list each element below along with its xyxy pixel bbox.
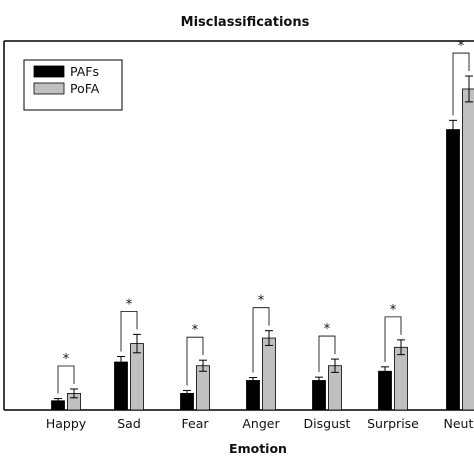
significance-star-happy: * [63,352,70,367]
legend-label-pofa: PoFA [70,81,100,96]
x-tick-label-neutral: Neutr [443,416,474,431]
significance-bracket-fear [186,336,204,386]
x-tick-label-sad: Sad [117,416,141,431]
significance-bracket-sad [120,310,138,352]
x-tick-label-fear: Fear [182,416,210,431]
bar-pafs-anger [246,380,260,411]
x-tick-label-disgust: Disgust [304,416,351,431]
bar-pofa-surprise [394,346,408,411]
significance-star-disgust: * [324,322,331,337]
significance-star-anger: * [258,294,265,309]
bar-pafs-surprise [378,370,392,411]
bar-pofa-anger [262,337,276,411]
bar-pafs-neutral [446,129,460,411]
bar-pafs-disgust [312,380,326,411]
significance-star-neutral: * [458,39,465,54]
x-tick-label-happy: Happy [46,416,87,431]
chart-title: Misclassifications [181,15,310,30]
significance-bracket-disgust [318,335,336,373]
plot-area: * Happy * Sad * Fear * Anger * Disgust * Surprise * N… [3,39,474,431]
significance-bracket-anger [252,307,270,373]
legend-label-pafs: PAFs [70,64,99,79]
bar-pafs-sad [114,361,128,411]
significance-star-sad: * [126,297,133,312]
bar-pofa-sad [130,343,144,411]
significance-star-surprise: * [390,303,397,318]
x-axis-label: Emotion [229,441,287,456]
significance-bracket-happy [57,365,75,394]
legend-swatch-pafs [33,65,65,78]
significance-bracket-surprise [384,316,402,362]
bar-pofa-fear [196,365,210,411]
x-tick-label-surprise: Surprise [367,416,419,431]
bar-pofa-neutral [462,88,474,411]
legend-swatch-pofa [33,82,65,95]
significance-star-fear: * [192,323,199,338]
x-tick-label-anger: Anger [242,416,280,431]
legend: PAFs PoFA [23,59,123,111]
significance-bracket-neutral [452,52,470,116]
